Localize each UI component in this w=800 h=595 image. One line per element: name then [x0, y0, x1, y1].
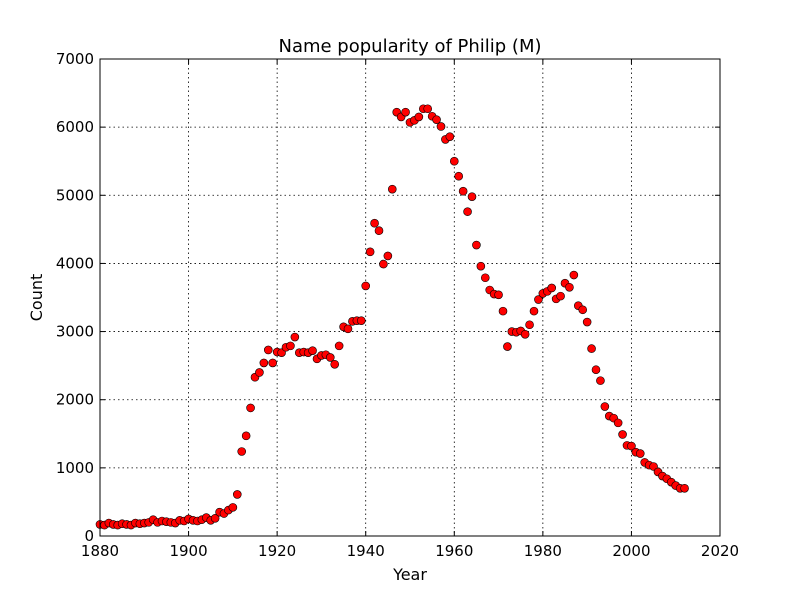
x-tick-label: 2000	[612, 542, 650, 560]
y-tick-label: 5000	[56, 186, 94, 204]
x-tick-label: 1960	[435, 542, 473, 560]
x-axis-title: Year	[392, 565, 427, 584]
x-tick-label: 1980	[524, 542, 562, 560]
data-point	[480, 273, 490, 283]
data-point	[383, 251, 393, 261]
data-point	[432, 115, 441, 124]
data-point	[449, 156, 459, 166]
data-point	[503, 342, 512, 351]
data-point	[379, 259, 388, 269]
x-tick-label: 1940	[347, 542, 385, 560]
axis-ticks: 1880 1900 1920 1940 1960 1980 2000 2020 0 1000 200…	[56, 50, 739, 560]
data-point	[534, 295, 543, 304]
chart-title: Name popularity of Philip (M)	[278, 36, 541, 57]
data-point	[454, 171, 464, 181]
plot-frame	[99, 58, 721, 537]
data-point	[529, 306, 539, 316]
data-point	[680, 483, 689, 493]
y-tick-label: 7000	[56, 50, 94, 68]
data-point	[232, 490, 242, 499]
data-point	[627, 441, 636, 451]
data-point	[343, 324, 353, 334]
data-point	[525, 320, 534, 330]
data-point	[210, 513, 220, 523]
data-point	[241, 431, 251, 441]
data-point	[600, 402, 610, 411]
data-point	[237, 447, 247, 456]
data-point	[596, 376, 605, 385]
data-point	[578, 305, 588, 315]
data-point	[587, 344, 596, 353]
data-point	[374, 226, 384, 236]
y-tick-label: 3000	[56, 323, 94, 341]
data-point	[387, 184, 397, 194]
data-point	[635, 449, 645, 458]
data-point	[356, 316, 366, 325]
data-point	[520, 329, 530, 339]
x-tick-label: 1900	[169, 542, 207, 560]
data-point	[556, 291, 565, 301]
data-point	[308, 346, 317, 355]
data-point	[569, 270, 579, 280]
data-point	[334, 341, 344, 351]
data-point	[228, 503, 238, 512]
data-points	[95, 104, 689, 530]
data-point	[370, 218, 379, 228]
data-point	[268, 358, 278, 368]
data-point	[246, 403, 255, 413]
data-point	[361, 281, 371, 291]
y-tick-label: 2000	[56, 391, 94, 409]
data-point	[365, 247, 375, 257]
data-point	[436, 122, 446, 131]
data-point	[618, 430, 627, 439]
data-point	[582, 317, 592, 327]
data-point	[325, 353, 335, 362]
data-point	[463, 207, 472, 216]
data-point	[613, 418, 623, 428]
x-tick-label: 1920	[258, 542, 296, 560]
data-point	[401, 107, 410, 117]
y-tick-label: 6000	[56, 118, 94, 136]
y-tick-label: 0	[84, 527, 94, 545]
y-tick-label: 1000	[56, 459, 94, 477]
data-point	[263, 345, 273, 355]
data-point	[330, 359, 340, 369]
data-point	[290, 332, 300, 342]
data-point	[423, 104, 433, 114]
data-point	[547, 283, 557, 293]
data-point	[458, 186, 468, 196]
data-point	[591, 365, 601, 375]
x-tick-label: 1880	[81, 542, 119, 560]
data-point	[565, 282, 574, 292]
data-point	[476, 261, 486, 271]
y-tick-label: 4000	[56, 254, 94, 272]
data-point	[498, 306, 508, 316]
data-point	[467, 192, 477, 201]
x-tick-label: 2020	[701, 542, 739, 560]
data-point	[255, 368, 264, 377]
data-point	[472, 240, 481, 250]
data-point	[414, 112, 424, 122]
data-point	[445, 132, 455, 141]
grid-lines	[100, 59, 720, 536]
data-point	[259, 358, 269, 368]
data-point	[494, 290, 503, 300]
y-axis-title: Count	[27, 274, 46, 322]
data-point	[286, 341, 295, 351]
